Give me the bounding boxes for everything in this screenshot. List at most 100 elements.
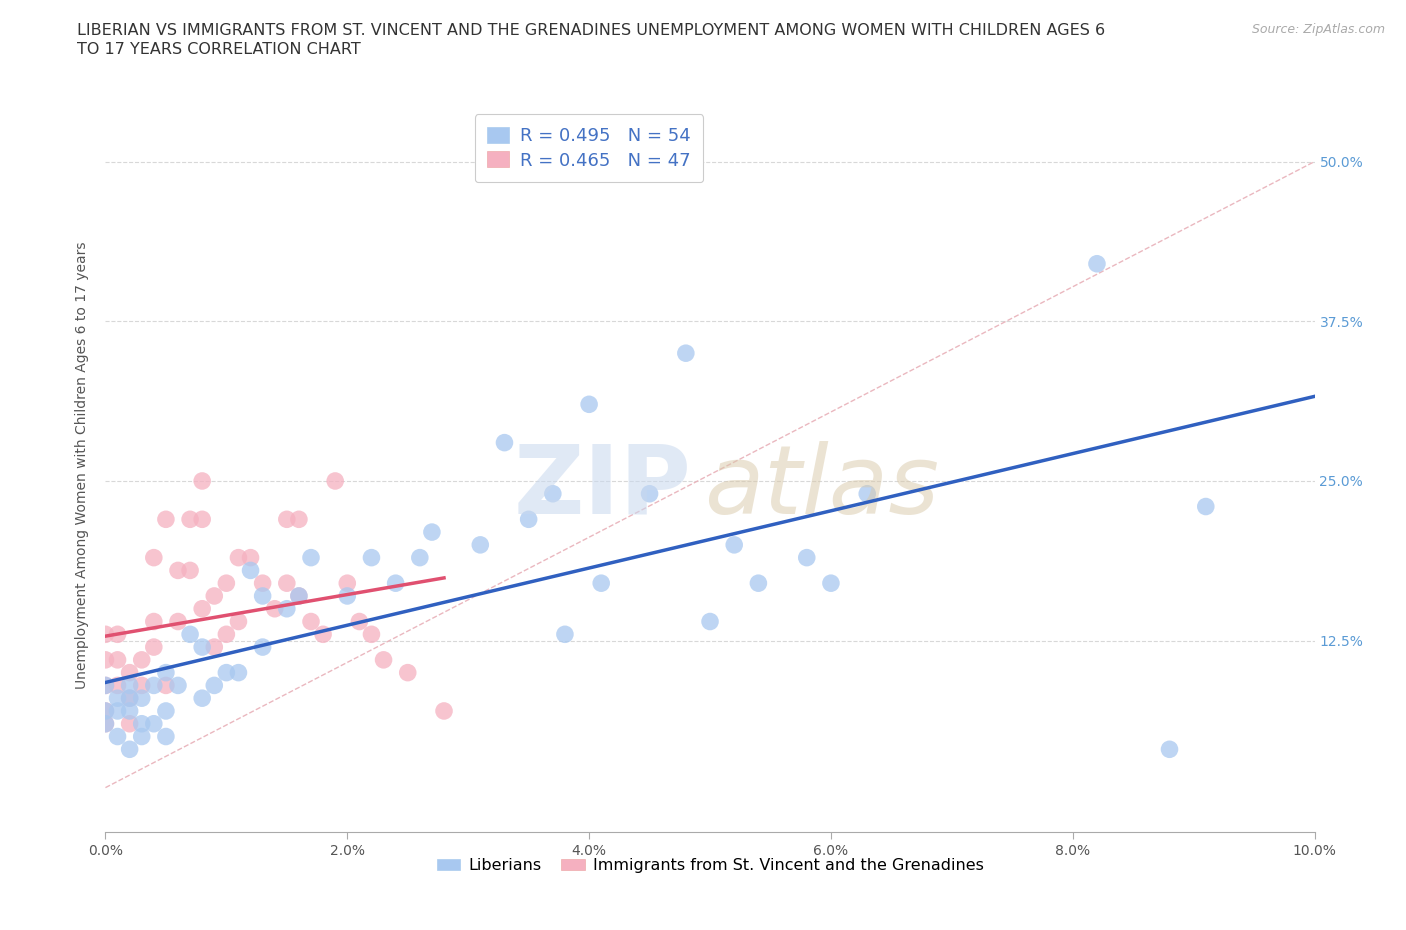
Point (494, 435, 516, 450)
Point (155, 729, 177, 744)
Point (228, 614, 250, 629)
Point (578, 397, 600, 412)
Point (142, 640, 165, 655)
Point (360, 627, 382, 642)
Point (191, 640, 214, 655)
Point (94, 716, 117, 731)
Point (107, 653, 129, 668)
Point (396, 665, 419, 680)
Point (360, 551, 382, 565)
Point (723, 538, 745, 552)
Point (118, 716, 141, 731)
Text: TO 17 YEARS CORRELATION CHART: TO 17 YEARS CORRELATION CHART (77, 42, 361, 57)
Point (336, 576, 359, 591)
Point (215, 576, 238, 591)
Point (263, 602, 285, 617)
Point (373, 653, 395, 668)
Point (470, 538, 492, 552)
Text: atlas: atlas (704, 441, 939, 534)
Point (118, 665, 141, 680)
Point (107, 691, 129, 706)
Point (409, 551, 432, 565)
Point (675, 346, 697, 361)
Point (179, 563, 201, 578)
Point (131, 729, 153, 744)
Point (118, 691, 141, 706)
Point (94, 703, 117, 718)
Point (167, 614, 190, 629)
Point (312, 627, 335, 642)
Point (179, 512, 201, 526)
Point (420, 525, 443, 539)
Point (191, 691, 214, 706)
Point (118, 703, 141, 718)
Point (142, 716, 165, 731)
Point (191, 512, 214, 526)
Y-axis label: Unemployment Among Women with Children Ages 6 to 17 years: Unemployment Among Women with Children A… (76, 241, 90, 689)
Point (856, 486, 879, 501)
Point (239, 563, 262, 578)
Point (107, 627, 129, 642)
Point (554, 627, 576, 642)
Point (288, 512, 311, 526)
Point (591, 576, 613, 591)
Point (94, 627, 117, 642)
Point (1085, 257, 1108, 272)
Point (349, 614, 371, 629)
Point (215, 665, 238, 680)
Point (820, 576, 842, 591)
Point (699, 614, 721, 629)
Point (276, 576, 298, 591)
Point (288, 589, 311, 604)
Point (288, 589, 311, 604)
Point (796, 551, 818, 565)
Point (239, 551, 262, 565)
Point (228, 551, 250, 565)
Legend: Liberians, Immigrants from St. Vincent and the Grenadines: Liberians, Immigrants from St. Vincent a… (430, 852, 990, 880)
Point (155, 512, 177, 526)
Point (228, 665, 250, 680)
Point (747, 576, 769, 591)
Point (155, 678, 177, 693)
Point (299, 614, 322, 629)
Point (638, 486, 661, 501)
Point (142, 614, 165, 629)
Point (94, 653, 117, 668)
Point (202, 640, 225, 655)
Point (202, 678, 225, 693)
Point (155, 703, 177, 718)
Point (215, 627, 238, 642)
Point (131, 653, 153, 668)
Text: ZIP: ZIP (515, 441, 692, 534)
Point (94, 678, 117, 693)
Point (167, 563, 190, 578)
Point (1195, 499, 1218, 514)
Point (252, 589, 274, 604)
Point (179, 627, 201, 642)
Point (118, 678, 141, 693)
Point (1159, 742, 1181, 757)
Point (107, 703, 129, 718)
Point (191, 602, 214, 617)
Point (517, 512, 540, 526)
Point (131, 716, 153, 731)
Point (142, 678, 165, 693)
Point (541, 486, 564, 501)
Point (336, 589, 359, 604)
Point (118, 691, 141, 706)
Point (276, 512, 298, 526)
Point (384, 576, 406, 591)
Point (323, 473, 346, 488)
Point (107, 678, 129, 693)
Point (131, 678, 153, 693)
Point (155, 665, 177, 680)
Point (299, 551, 322, 565)
Text: LIBERIAN VS IMMIGRANTS FROM ST. VINCENT AND THE GRENADINES UNEMPLOYMENT AMONG WO: LIBERIAN VS IMMIGRANTS FROM ST. VINCENT … (77, 23, 1105, 38)
Point (252, 576, 274, 591)
Point (142, 551, 165, 565)
Point (433, 703, 456, 718)
Point (202, 589, 225, 604)
Point (107, 729, 129, 744)
Point (131, 691, 153, 706)
Text: Source: ZipAtlas.com: Source: ZipAtlas.com (1251, 23, 1385, 36)
